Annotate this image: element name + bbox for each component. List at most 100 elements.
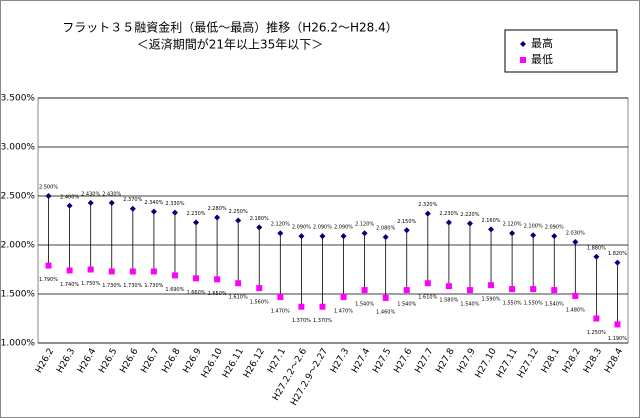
high-marker — [509, 230, 516, 237]
high-marker — [150, 208, 157, 215]
high-marker — [551, 233, 558, 240]
low-marker — [572, 292, 579, 299]
high-marker — [403, 227, 410, 234]
low-marker — [108, 268, 115, 275]
low-marker — [551, 287, 558, 294]
high-marker — [87, 199, 94, 206]
value-label: 1.580% — [439, 298, 458, 304]
low-marker — [214, 276, 221, 283]
y-tick-label: 3.500% — [1, 94, 36, 104]
value-label: 2.500% — [39, 185, 58, 191]
value-label: 1.540% — [355, 302, 374, 308]
value-label: 1.590% — [481, 297, 500, 303]
low-marker — [277, 293, 284, 300]
value-label: 1.650% — [208, 291, 227, 297]
high-marker — [530, 232, 537, 239]
chart-title: フラット３５融資金利（最低～最高）推移（H26.2～H28.4） — [62, 20, 398, 35]
y-tick-label: 2.000% — [1, 241, 36, 251]
value-label: 1.820% — [608, 251, 627, 257]
low-marker — [256, 285, 263, 292]
low-marker — [424, 280, 431, 287]
value-label: 2.340% — [144, 200, 163, 206]
value-label: 2.080% — [376, 226, 395, 232]
low-marker — [593, 315, 600, 322]
low-marker — [298, 303, 305, 310]
y-tick-label: 1.500% — [1, 290, 36, 300]
high-marker — [445, 219, 452, 226]
value-label: 1.610% — [229, 295, 248, 301]
value-label: 1.730% — [144, 283, 163, 289]
high-marker — [382, 234, 389, 241]
value-label: 1.750% — [81, 281, 100, 287]
value-label: 2.090% — [313, 225, 332, 231]
value-label: 2.090% — [334, 225, 353, 231]
value-label: 1.790% — [39, 277, 58, 283]
legend-box — [504, 29, 618, 73]
low-marker — [235, 280, 242, 287]
high-marker — [277, 230, 284, 237]
value-label: 2.230% — [186, 211, 205, 217]
value-label: 1.550% — [524, 301, 543, 307]
high-marker — [466, 220, 473, 227]
value-label: 2.150% — [397, 219, 416, 225]
value-label: 2.280% — [208, 206, 227, 212]
value-label: 1.540% — [397, 302, 416, 308]
legend-label: 最低 — [531, 53, 553, 66]
value-label: 1.470% — [271, 308, 290, 314]
value-label: 2.160% — [481, 218, 500, 224]
value-label: 2.220% — [460, 212, 479, 218]
low-marker — [614, 321, 621, 328]
legend-marker — [520, 57, 526, 63]
value-label: 1.540% — [545, 302, 564, 308]
high-marker — [193, 219, 200, 226]
high-marker — [214, 214, 221, 221]
high-marker — [572, 239, 579, 246]
high-marker — [235, 217, 242, 224]
high-marker — [319, 233, 326, 240]
value-label: 1.730% — [123, 283, 142, 289]
value-label: 2.090% — [545, 225, 564, 231]
value-label: 2.370% — [123, 197, 142, 203]
value-label: 2.230% — [439, 211, 458, 217]
value-label: 2.090% — [292, 225, 311, 231]
value-label: 1.370% — [313, 318, 332, 324]
low-marker — [382, 294, 389, 301]
high-marker — [256, 224, 263, 231]
high-marker — [614, 259, 621, 266]
value-label: 1.480% — [566, 307, 585, 313]
low-marker — [361, 287, 368, 294]
value-label: 1.550% — [503, 301, 522, 307]
value-label: 1.690% — [165, 287, 184, 293]
value-label: 2.120% — [271, 222, 290, 228]
value-label: 2.250% — [229, 209, 248, 215]
value-label: 2.430% — [102, 191, 121, 197]
value-label: 1.370% — [292, 318, 311, 324]
y-tick-label: 1.000% — [1, 339, 36, 349]
low-marker — [171, 272, 178, 279]
low-marker — [66, 267, 73, 274]
value-label: 1.460% — [376, 309, 395, 315]
value-label: 1.880% — [587, 245, 606, 251]
value-label: 1.250% — [587, 330, 606, 336]
value-label: 2.030% — [566, 231, 585, 237]
high-marker — [66, 202, 73, 209]
value-label: 1.560% — [250, 300, 269, 306]
value-label: 1.610% — [418, 295, 437, 301]
high-marker — [488, 226, 495, 233]
high-marker — [171, 209, 178, 216]
low-marker — [466, 287, 473, 294]
value-label: 1.540% — [460, 302, 479, 308]
low-marker — [193, 275, 200, 282]
value-label: 2.330% — [165, 201, 184, 207]
value-label: 2.430% — [81, 191, 100, 197]
high-marker — [593, 253, 600, 260]
value-label: 1.730% — [102, 283, 121, 289]
low-marker — [45, 262, 52, 269]
low-marker — [530, 286, 537, 293]
low-marker — [445, 283, 452, 290]
low-marker — [340, 293, 347, 300]
chart-subtitle: ＜返済期間が21年以上35年以下＞ — [137, 37, 324, 52]
low-marker — [87, 266, 94, 273]
low-marker — [319, 303, 326, 310]
